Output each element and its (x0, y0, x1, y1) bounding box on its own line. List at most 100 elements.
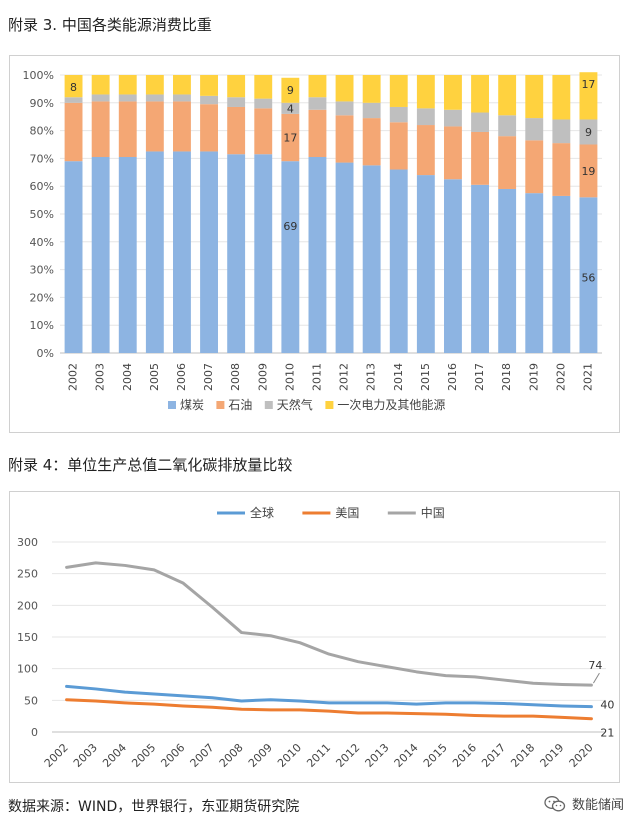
legend-swatch-煤炭 (168, 401, 176, 409)
bar-segment-一次电力及其他能源-2012 (335, 75, 354, 102)
x-tick-label: 2019 (527, 363, 540, 391)
x-tick-label: 2012 (338, 363, 351, 391)
energy-chart-panel: 0% 10% 20% 30% 40% 50% 60% 70% 80% 90% 100% 2002 200… (9, 55, 620, 433)
bar-segment-煤炭-2005 (145, 151, 164, 353)
bar-segment-天然气-2009 (254, 98, 273, 109)
y-tick-label: 100% (23, 69, 54, 82)
data-label: 9 (287, 84, 294, 97)
bar-segment-煤炭-2021 (579, 197, 598, 353)
bar-segment-一次电力及其他能源-2004 (118, 75, 137, 95)
bar-segment-石油-2015 (416, 125, 435, 176)
bar-segment-煤炭-2018 (498, 188, 517, 353)
y-tick-label: 50% (30, 208, 54, 221)
legend-label: 天然气 (277, 397, 313, 412)
bar-segment-一次电力及其他能源-2006 (173, 75, 191, 95)
bar-segment-一次电力及其他能源-2010 (281, 77, 300, 103)
x-tick-label: 2009 (256, 363, 269, 391)
data-source-note: 数据来源：WIND，世界银行，东亚期货研究院 (8, 799, 300, 815)
legend-label: 石油 (228, 398, 252, 412)
y-tick-label: 30% (30, 264, 54, 277)
y-tick-label: 40% (30, 236, 54, 249)
end-label-美国: 21 (600, 727, 614, 740)
x-tick-label: 2013 (365, 363, 378, 391)
bar-segment-天然气-2007 (200, 95, 218, 105)
y-tick-label: 100 (17, 663, 38, 676)
data-label: 4 (287, 102, 294, 115)
data-label: 19 (581, 165, 595, 178)
x-tick-label: 2006 (175, 363, 188, 391)
bar-segment-石油-2006 (173, 101, 191, 152)
bar-segment-石油-2021 (579, 144, 598, 198)
bar-segment-煤炭-2009 (254, 154, 273, 353)
x-tick-label: 2006 (158, 741, 187, 770)
energy-stacked-bar-chart: 0% 10% 20% 30% 40% 50% 60% 70% 80% 90% 100% 2002 200… (23, 69, 602, 412)
data-label: 8 (70, 81, 77, 94)
bar-segment-石油-2008 (227, 106, 246, 155)
x-tick-label: 2005 (129, 741, 158, 770)
bar-segment-一次电力及其他能源-2016 (444, 75, 462, 110)
x-tick-label: 2004 (121, 363, 134, 391)
bar-segment-一次电力及其他能源-2008 (227, 75, 246, 98)
x-tick-label: 2007 (188, 741, 217, 770)
x-tick-label: 2014 (392, 363, 405, 391)
bar-segment-煤炭-2014 (389, 169, 408, 353)
bar-segment-天然气-2012 (335, 101, 354, 116)
data-label: 17 (581, 78, 595, 91)
bar-segment-石油-2003 (91, 101, 110, 158)
legend-label: 一次电力及其他能源 (337, 398, 445, 412)
watermark-label: 数能储闻 (571, 798, 624, 813)
line-series-全球 (65, 684, 593, 709)
x-tick-label: 2002 (42, 741, 71, 770)
bar-segment-煤炭-2013 (362, 165, 381, 353)
x-tick-label: 2010 (275, 741, 304, 770)
fig4-heading: 附录 4：单位生产总值二氧化碳排放量比较 (8, 456, 293, 474)
x-tick-label: 2011 (310, 363, 323, 391)
carbon-chart-panel: 0 50 100 150 200 250 300 2002 2003 2004 2005 2006 20… (9, 491, 620, 783)
x-tick-label: 2017 (473, 363, 486, 391)
bar-segment-一次电力及其他能源-2007 (200, 75, 218, 96)
end-label-leader (592, 672, 600, 684)
bar-segment-天然气-2016 (444, 109, 462, 127)
bar-segment-煤炭-2020 (552, 195, 571, 353)
data-label: 9 (585, 126, 592, 139)
bar-segment-煤炭-2004 (118, 157, 137, 353)
data-label: 69 (283, 220, 297, 233)
bar-segment-煤炭-2010 (281, 161, 300, 353)
bar-segment-石油-2005 (145, 101, 164, 152)
bar-segment-石油-2019 (525, 140, 544, 194)
x-tick-label: 2007 (202, 363, 215, 391)
bar-segment-煤炭-2019 (525, 193, 544, 353)
bar-segment-一次电力及其他能源-2013 (362, 75, 381, 103)
bar-segment-石油-2016 (444, 126, 462, 180)
data-label: 17 (283, 132, 297, 145)
bar-segment-石油-2017 (471, 131, 489, 185)
line-series-中国 (65, 561, 593, 687)
x-tick-label: 2021 (581, 363, 594, 391)
legend-label: 煤炭 (180, 398, 204, 412)
y-tick-label: 200 (17, 599, 38, 612)
bar-segment-煤炭-2011 (308, 157, 327, 353)
x-tick-label: 2008 (229, 363, 242, 391)
x-tick-label: 2005 (148, 363, 161, 391)
legend-label: 全球 (250, 505, 274, 520)
end-label-中国: 74 (588, 659, 602, 672)
watermark: 数能储闻 (544, 794, 624, 813)
y-tick-label: 0 (31, 726, 38, 739)
y-tick-label: 300 (17, 536, 38, 549)
x-tick-label: 2016 (450, 741, 479, 770)
bar-segment-天然气-2020 (552, 119, 571, 144)
wechat-icon (544, 795, 566, 811)
bar-segment-煤炭-2008 (227, 154, 246, 353)
bar-segment-煤炭-2007 (200, 151, 218, 353)
x-tick-label: 2010 (283, 363, 296, 391)
x-tick-label: 2014 (392, 741, 421, 770)
x-tick-label: 2013 (363, 741, 392, 770)
bar-segment-一次电力及其他能源-2009 (254, 75, 273, 99)
x-tick-label: 2018 (508, 741, 537, 770)
bar-segment-天然气-2002 (64, 97, 83, 103)
legend-label: 中国 (421, 505, 445, 520)
bar-segment-一次电力及其他能源-2002 (64, 75, 83, 98)
fig3-heading: 附录 3. 中国各类能源消费比重 (8, 16, 212, 34)
bar-segment-煤炭-2003 (91, 157, 110, 353)
